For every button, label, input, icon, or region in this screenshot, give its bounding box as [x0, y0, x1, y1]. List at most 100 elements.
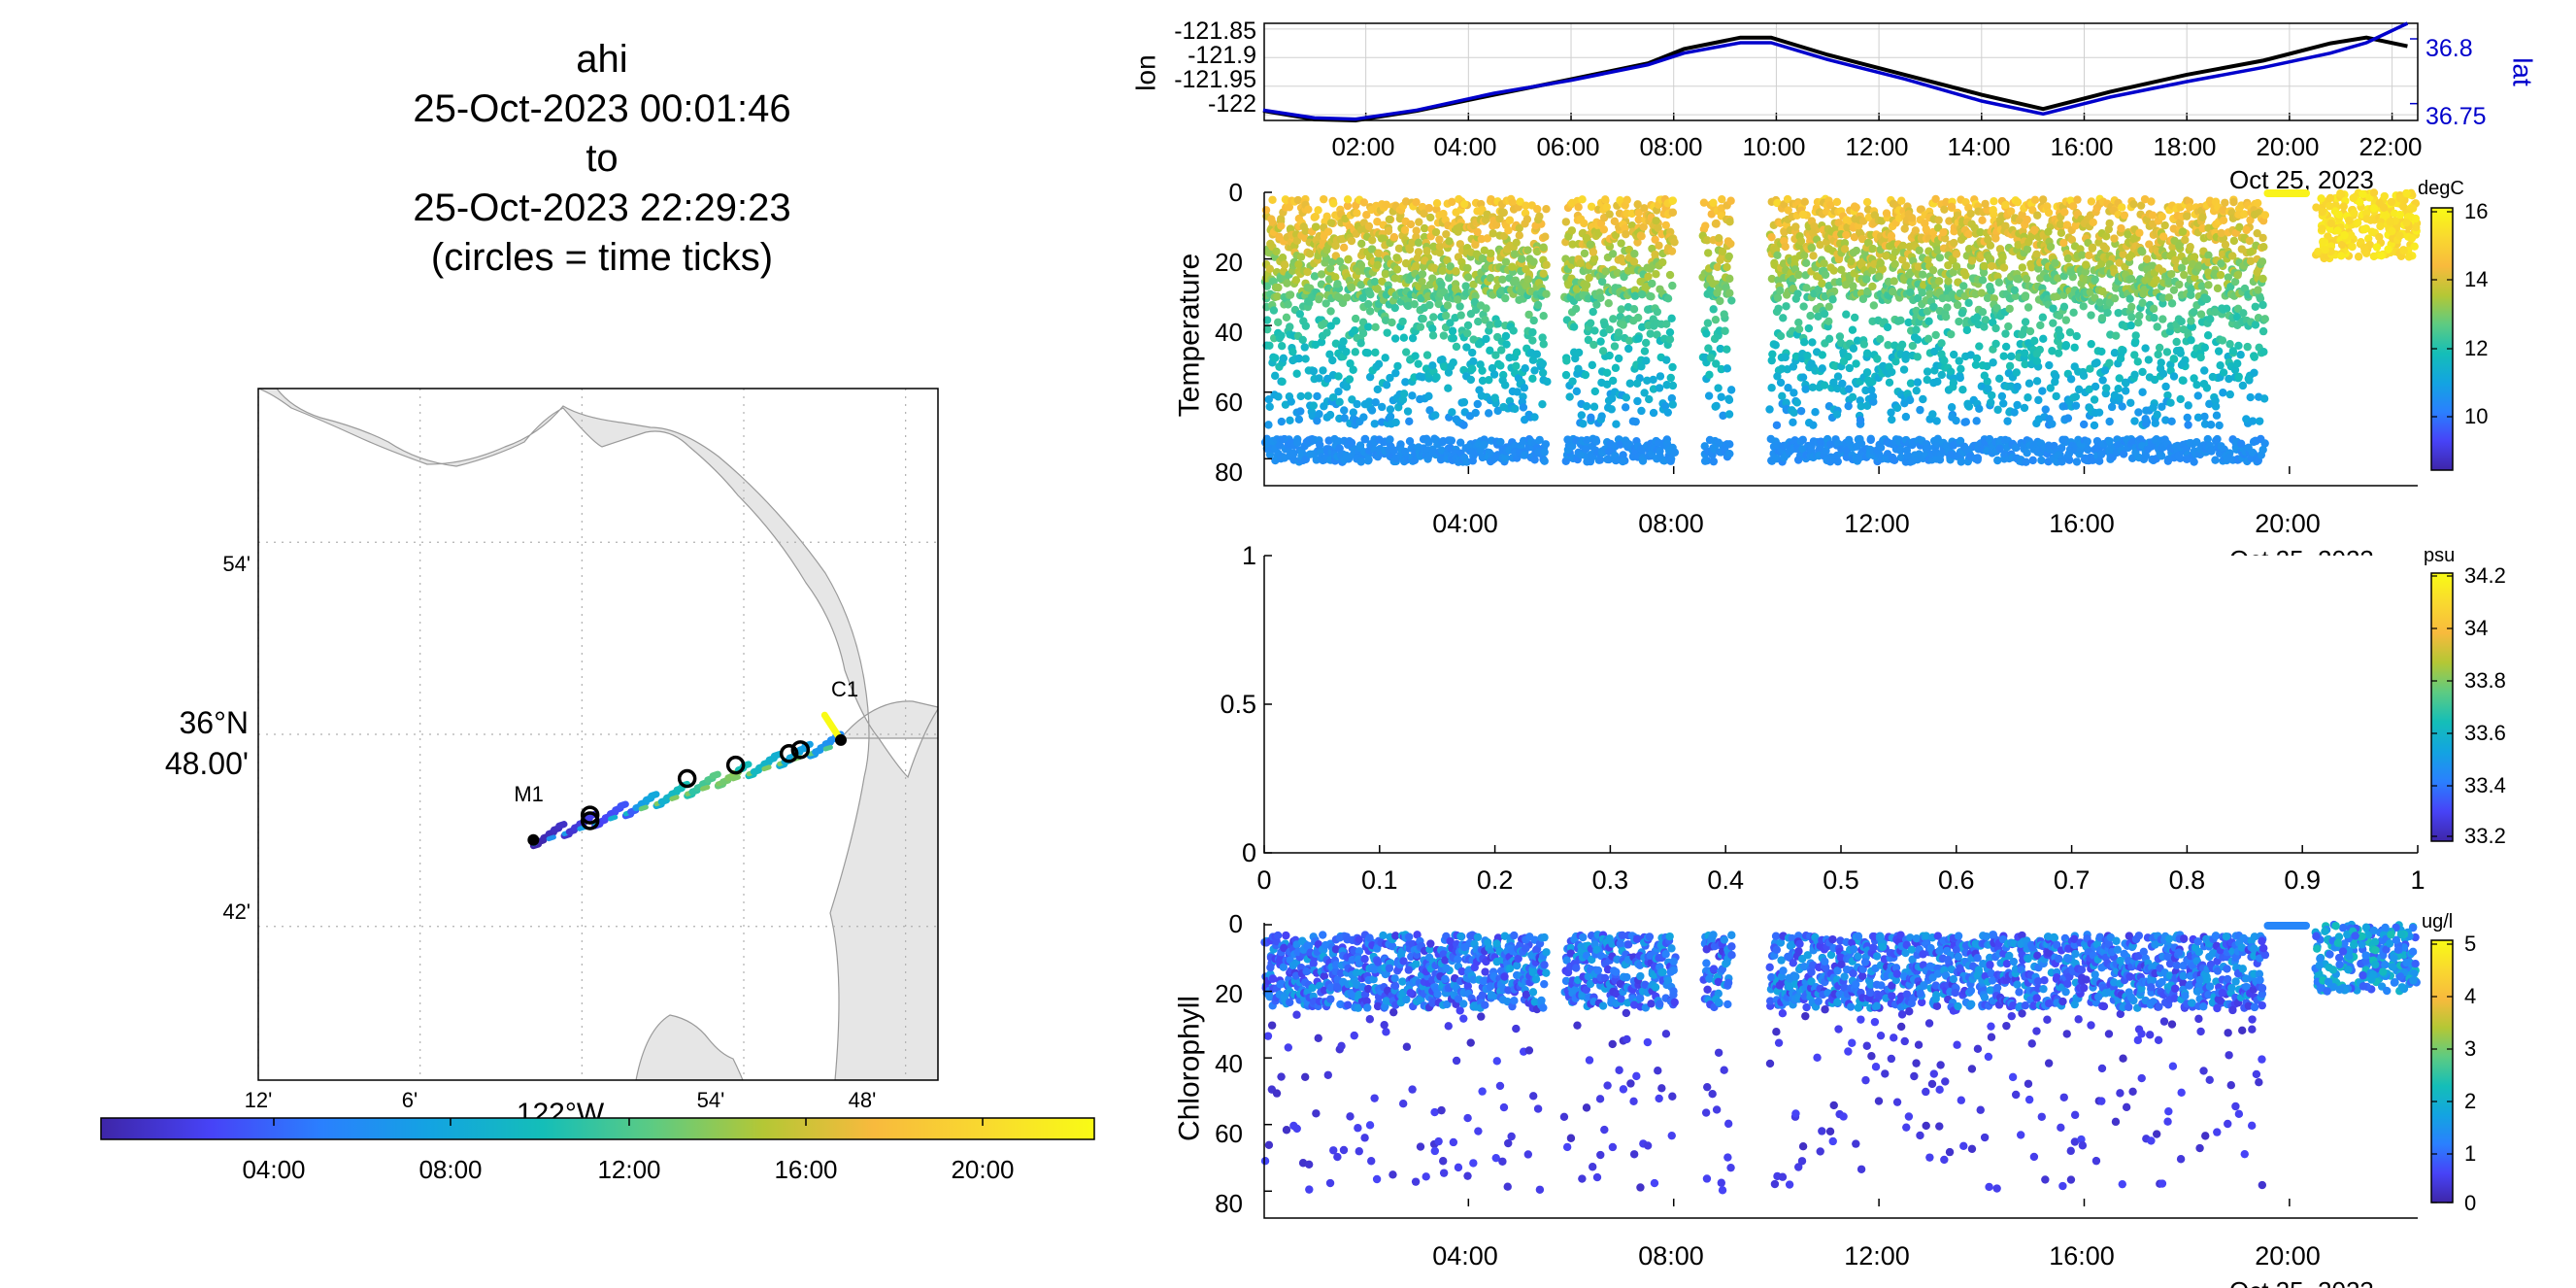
temp-point: [1473, 227, 1482, 237]
temp-point: [1309, 401, 1319, 410]
temp-point: [1882, 252, 1890, 260]
temp-point: [1609, 315, 1618, 323]
time-tick-circle: [580, 805, 600, 825]
temp-point: [1358, 329, 1368, 338]
temp-point: [1294, 260, 1303, 269]
temp-point: [1511, 404, 1520, 414]
station-marker-C1: [835, 733, 847, 746]
temp-point: [1430, 263, 1439, 273]
temp-point: [2219, 216, 2228, 224]
map-cbar-label-2: 08:00: [418, 1155, 482, 1184]
temp-point: [2048, 420, 2057, 428]
temp-point: [1993, 456, 2002, 465]
temp-point: [2234, 341, 2243, 351]
temp-point: [1415, 218, 1423, 226]
temp-point: [1435, 248, 1445, 257]
temp-point: [1459, 397, 1469, 407]
temp-point: [1277, 417, 1287, 426]
temp-point: [1305, 250, 1315, 258]
temp-point: [1351, 314, 1360, 323]
temp-point: [1591, 435, 1600, 445]
temp-point: [1642, 356, 1651, 365]
temp-point: [1331, 241, 1340, 251]
temp-point: [1317, 338, 1326, 347]
temp-point: [1821, 270, 1830, 280]
temp-point: [1998, 253, 2007, 262]
temp-point: [1471, 408, 1480, 418]
temp-point: [1524, 310, 1533, 320]
temp-point: [1314, 206, 1322, 215]
temp-point: [1431, 227, 1441, 237]
temp-point: [1811, 408, 1820, 417]
temp-point: [1937, 339, 1946, 348]
temp-point: [2030, 195, 2040, 205]
temp-point: [1789, 418, 1797, 427]
temp-point: [1655, 241, 1663, 250]
temp-point: [1489, 370, 1499, 379]
temp-point: [1541, 232, 1550, 241]
temp-point: [1270, 371, 1280, 381]
temp-point: [1988, 390, 1996, 400]
temp-point: [1405, 417, 1414, 426]
temp-point: [1648, 279, 1656, 288]
station-marker-M1: [527, 833, 540, 846]
temp-point: [1625, 379, 1635, 388]
temp-point: [2028, 456, 2037, 465]
temp-point: [2187, 317, 2195, 325]
title-start: 25-Oct-2023 00:01:46: [413, 87, 791, 130]
temp-point: [1801, 385, 1810, 393]
temp-point: [1478, 376, 1488, 386]
temp-point: [1771, 341, 1780, 350]
temp-point: [2183, 413, 2191, 423]
temp-point: [1794, 270, 1803, 280]
temp-point: [1617, 239, 1625, 248]
temp-point: [1420, 209, 1428, 219]
temp-point: [1637, 406, 1646, 416]
temp-point: [1869, 301, 1879, 310]
temp-point: [2175, 241, 2184, 251]
temp-point: [1512, 361, 1521, 371]
temp-point: [1987, 286, 1995, 295]
temp-point: [1844, 385, 1854, 393]
temp-point: [1334, 387, 1343, 396]
temp-point: [1562, 356, 1571, 365]
temp-point: [1665, 270, 1675, 280]
temp-point: [1800, 197, 1809, 207]
temp-point: [1918, 270, 1927, 279]
temp-point: [1371, 397, 1380, 407]
temp-point: [2102, 384, 2111, 392]
temp-point: [1849, 282, 1857, 290]
temp-point: [2056, 220, 2065, 229]
temp-point: [1723, 345, 1731, 354]
temp-point: [1809, 252, 1818, 260]
temp-point: [1401, 378, 1410, 387]
temp-point: [1364, 397, 1374, 406]
temp-point: [2037, 456, 2046, 465]
temp-point: [1952, 416, 1960, 425]
temp-point: [2032, 356, 2042, 366]
temp-point: [2092, 358, 2101, 367]
temp-point: [2166, 398, 2175, 407]
track-segment: [822, 744, 833, 752]
temp-point: [1799, 338, 1809, 347]
temp-point: [1499, 208, 1508, 218]
temp-point: [1950, 238, 1958, 248]
title-to: to: [585, 137, 619, 180]
temp-point: [1820, 381, 1829, 390]
temp-point: [1334, 372, 1343, 381]
temp-point: [1582, 281, 1591, 289]
temp-point: [1374, 249, 1384, 258]
temp-point: [1595, 456, 1605, 464]
temp-point: [1396, 440, 1405, 449]
temp-point: [1264, 421, 1273, 429]
temp-point: [1803, 351, 1812, 360]
temp-point: [1261, 206, 1271, 215]
temp-point: [2141, 415, 2150, 424]
temp-point: [2354, 253, 2363, 261]
temp-point: [1607, 405, 1616, 414]
temp-point: [1501, 331, 1511, 341]
temp-point: [1517, 254, 1526, 263]
temp-point: [1444, 384, 1453, 392]
temp-point: [2023, 245, 2032, 254]
temp-point: [1468, 348, 1477, 357]
